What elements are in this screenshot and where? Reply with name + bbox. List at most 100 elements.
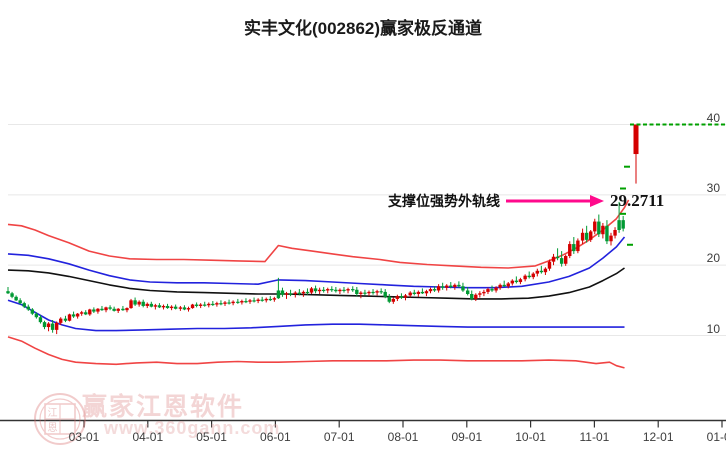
candle-body	[523, 275, 527, 280]
candle-body	[79, 312, 84, 314]
candle-body	[555, 256, 560, 259]
candle-body	[597, 221, 601, 235]
candle-body	[609, 235, 613, 242]
svg-text:恩: 恩	[48, 422, 58, 434]
candle-body	[494, 287, 498, 291]
candle-body	[342, 289, 346, 291]
candle-body	[498, 284, 502, 288]
candle-body	[535, 270, 540, 274]
candle-body	[403, 295, 408, 298]
candle-body	[371, 291, 375, 294]
candle-body	[59, 318, 63, 323]
candle-body	[321, 289, 326, 291]
candle-body	[453, 284, 457, 287]
candle-body	[165, 305, 170, 309]
candle-body	[551, 256, 556, 262]
candle-body	[395, 296, 400, 299]
candle-body	[178, 307, 183, 309]
candle-body	[186, 308, 191, 310]
annotation-value: 29.2711	[610, 191, 665, 210]
x-axis-label: 04-01	[132, 430, 164, 444]
candle-body	[141, 301, 145, 306]
x-axis-label: 01-01	[706, 430, 726, 444]
candle-body	[309, 288, 314, 293]
candle-body	[173, 306, 178, 309]
candle-body	[313, 288, 318, 292]
candle-body	[359, 292, 363, 295]
candle-body	[363, 292, 367, 294]
y-axis-label: 30	[706, 180, 720, 195]
candle-body	[236, 301, 240, 303]
candle-body	[461, 286, 465, 291]
candle-body	[424, 291, 429, 294]
band-mid	[7, 267, 625, 300]
support-line-annotation: 支撑位强势外轨线 29.2711	[388, 190, 664, 212]
candle-body	[617, 220, 621, 230]
candle-body	[219, 303, 223, 305]
y-axis-label: 10	[706, 321, 720, 336]
candle-body	[14, 296, 18, 301]
watermark-url: www.360gann.com	[104, 418, 281, 438]
candle-body	[490, 289, 494, 291]
candle-body	[240, 301, 244, 303]
candle-body	[391, 298, 396, 302]
svg-text:江: 江	[48, 407, 58, 419]
candle-body	[244, 301, 248, 303]
candle-body	[478, 293, 482, 295]
candle-body	[75, 313, 80, 317]
candle-body	[601, 225, 605, 235]
candle-body	[10, 293, 14, 297]
candle-body	[527, 275, 531, 278]
candle-body	[34, 313, 39, 318]
candle-body	[38, 317, 43, 323]
candle-body	[547, 261, 552, 269]
candle-body	[203, 304, 207, 306]
candle-body	[580, 232, 585, 241]
candle-body	[576, 240, 580, 252]
candle-body	[112, 308, 116, 311]
page-title: 实丰文化(002862)赢家极反通道	[243, 19, 483, 38]
watermark-logo-icon: 江 恩	[34, 393, 86, 445]
candle-body	[338, 289, 342, 292]
candle-body	[330, 289, 334, 291]
candle-body	[420, 291, 425, 294]
candle-body	[157, 305, 162, 308]
candle-body	[137, 301, 141, 305]
candle-body	[408, 292, 412, 296]
candle-body	[125, 308, 129, 311]
candle-body	[182, 307, 187, 310]
candle-body	[46, 323, 51, 328]
candle-body	[297, 292, 302, 294]
candle-body	[514, 280, 519, 283]
candle-body	[334, 289, 338, 292]
candle-body	[280, 290, 285, 295]
candle-body	[399, 296, 404, 298]
candle-body	[121, 308, 125, 311]
candle-body	[633, 124, 639, 155]
candle-body	[71, 314, 76, 317]
candle-body	[589, 231, 593, 240]
candle-body	[88, 309, 92, 315]
candle-body	[63, 318, 68, 321]
candle-body	[301, 291, 306, 294]
candle-body	[42, 322, 47, 328]
candle-body	[161, 305, 166, 308]
annotation-label: 支撑位强势外轨线	[388, 193, 500, 209]
candle-body	[211, 303, 215, 306]
band-inner-lower	[7, 299, 625, 332]
candle-body	[133, 300, 137, 305]
candle-body	[22, 303, 26, 307]
candle-body	[129, 300, 133, 309]
candle-body	[26, 306, 30, 310]
candle-body	[621, 220, 625, 229]
candle-body	[198, 304, 203, 306]
candle-body	[288, 293, 293, 295]
candle-body	[379, 291, 383, 293]
candle-body	[50, 323, 55, 330]
y-axis-label: 40	[706, 110, 720, 125]
candle-body	[449, 285, 453, 287]
x-axis-label: 12-01	[642, 430, 674, 444]
y-axis-label: 20	[706, 251, 720, 266]
candle-body	[194, 304, 199, 306]
candle-body	[593, 221, 597, 232]
